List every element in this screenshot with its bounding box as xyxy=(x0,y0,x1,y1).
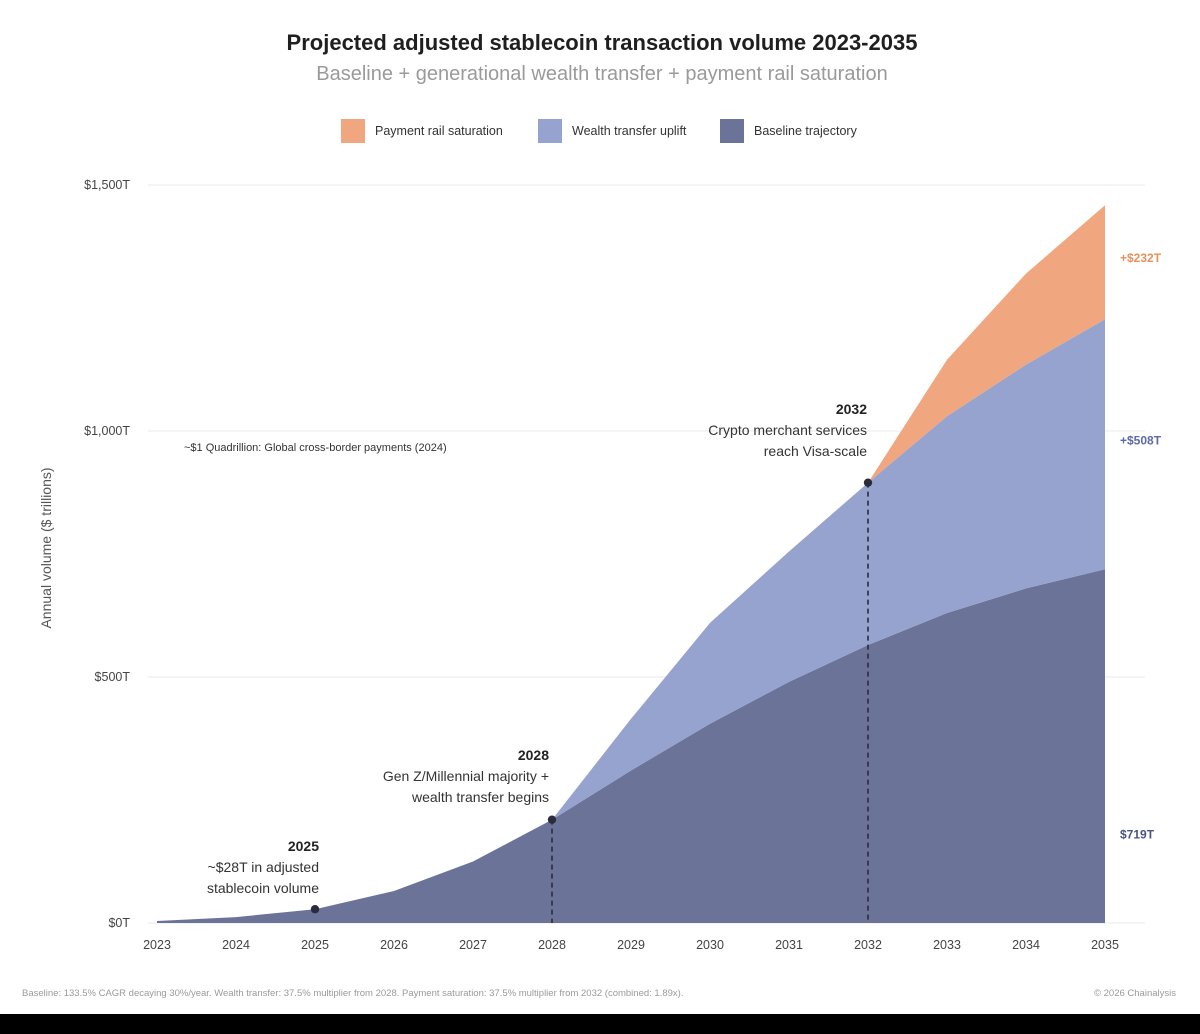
bottom-bar xyxy=(0,1014,1200,1034)
x-tick-label: 2031 xyxy=(775,938,803,952)
x-tick-label: 2023 xyxy=(143,938,171,952)
areas xyxy=(157,205,1105,923)
y-tick-label: $0T xyxy=(108,916,130,930)
x-tick-label: 2028 xyxy=(538,938,566,952)
x-tick-label: 2027 xyxy=(459,938,487,952)
x-tick-label: 2033 xyxy=(933,938,961,952)
annotation-year: 2028 xyxy=(518,747,549,763)
legend-swatch xyxy=(720,119,744,143)
annotation-marker xyxy=(310,905,320,914)
area-payment-rail-saturation xyxy=(868,205,1105,483)
x-tick-label: 2025 xyxy=(301,938,329,952)
legend-label: Wealth transfer uplift xyxy=(572,124,687,138)
chart-subtitle: Baseline + generational wealth transfer … xyxy=(316,63,887,85)
annotation-text: Crypto merchant services xyxy=(708,422,867,438)
x-tick-label: 2032 xyxy=(854,938,882,952)
annotation-text: wealth transfer begins xyxy=(411,789,549,805)
annotation-marker xyxy=(863,478,873,487)
end-value-label: +$232T xyxy=(1120,251,1162,265)
reference-line-label: ~$1 Quadrillion: Global cross-border pay… xyxy=(184,442,447,454)
annotation-text: ~$28T in adjusted xyxy=(208,859,319,875)
annotation-year: 2032 xyxy=(836,401,867,417)
x-tick-label: 2030 xyxy=(696,938,724,952)
y-axis-label: Annual volume ($ trillions) xyxy=(38,467,54,628)
legend-swatch xyxy=(341,119,365,143)
x-tick-label: 2034 xyxy=(1012,938,1040,952)
annotations: ~$1 Quadrillion: Global cross-border pay… xyxy=(184,251,1162,923)
legend: Payment rail saturation Wealth transfer u… xyxy=(341,119,858,143)
y-tick-label: $500T xyxy=(95,670,131,684)
copyright: © 2026 Chainalysis xyxy=(1094,988,1176,999)
footnote: Baseline: 133.5% CAGR decaying 30%/year.… xyxy=(22,988,683,999)
annotation-marker xyxy=(547,815,557,824)
annotation-year: 2025 xyxy=(288,838,319,854)
x-tick-label: 2035 xyxy=(1091,938,1119,952)
chart-title: Projected adjusted stablecoin transactio… xyxy=(287,30,918,55)
legend-label: Payment rail saturation xyxy=(375,124,503,138)
end-value-label: +$508T xyxy=(1120,433,1162,447)
x-tick-label: 2029 xyxy=(617,938,645,952)
axes: $0T $500T $1,000T $1,500T 2023 2024 2025 2026 20… xyxy=(84,178,1119,952)
legend-swatch xyxy=(538,119,562,143)
annotation-text: reach Visa-scale xyxy=(764,443,867,459)
x-tick-label: 2024 xyxy=(222,938,250,952)
y-tick-label: $1,500T xyxy=(84,178,130,192)
end-value-label: $719T xyxy=(1120,828,1155,842)
annotation-text: stablecoin volume xyxy=(207,880,319,896)
y-tick-label: $1,000T xyxy=(84,424,130,438)
area-wealth-transfer-uplift xyxy=(552,319,1105,820)
x-tick-label: 2026 xyxy=(380,938,408,952)
annotation-text: Gen Z/Millennial majority + xyxy=(383,768,549,784)
legend-label: Baseline trajectory xyxy=(754,124,858,138)
